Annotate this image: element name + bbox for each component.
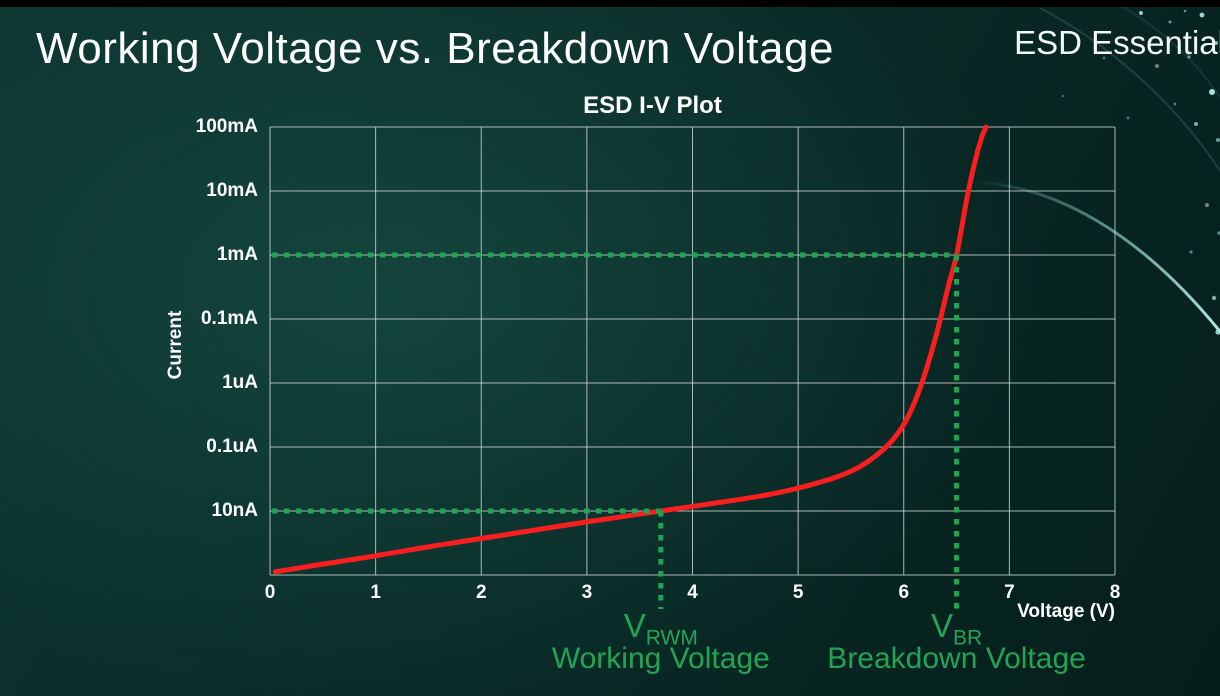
x-tick-label: 0 — [264, 582, 276, 603]
y-tick-label: 1uA — [222, 372, 258, 393]
iv-curve — [272, 124, 989, 575]
x-tick-label: 5 — [792, 582, 804, 603]
annotation-vbr-label: VBR — [930, 607, 983, 650]
x-tick-label: 2 — [475, 582, 487, 603]
x-tick-label: 8 — [1109, 582, 1121, 603]
y-tick-label: 0.1mA — [200, 308, 258, 329]
faint-arc — [1039, 7, 1220, 173]
annotation-vrwm-caption: Working Voltage — [551, 642, 770, 675]
y-tick-label: 10nA — [211, 500, 258, 521]
annotation-vbr-caption: Breakdown Voltage — [827, 642, 1086, 675]
brand-text: ESD Essential — [1014, 24, 1220, 61]
light-streak — [974, 180, 1220, 334]
chart-title: ESD I-V Plot — [583, 92, 722, 119]
y-tick-label: 0.1uA — [206, 436, 258, 457]
annotation-vrwm-label: VRWM — [623, 607, 698, 650]
x-tick-label: 3 — [581, 582, 593, 603]
x-tick-label: 1 — [370, 582, 381, 603]
x-tick-label: 7 — [1004, 582, 1015, 603]
y-tick-label: 100mA — [195, 116, 258, 137]
x-tick-label: 6 — [898, 582, 910, 603]
y-tick-label: 10mA — [206, 180, 258, 201]
x-axis-label: Voltage (V) — [1017, 601, 1115, 622]
y-tick-label: 1mA — [216, 244, 258, 265]
top-letterbox-bar — [0, 0, 1220, 7]
x-tick-label: 4 — [687, 582, 698, 603]
slide-title: Working Voltage vs. Breakdown Voltage — [36, 24, 834, 73]
particle-dots — [1061, 9, 1220, 335]
faint-arc-2 — [1117, 3, 1220, 99]
